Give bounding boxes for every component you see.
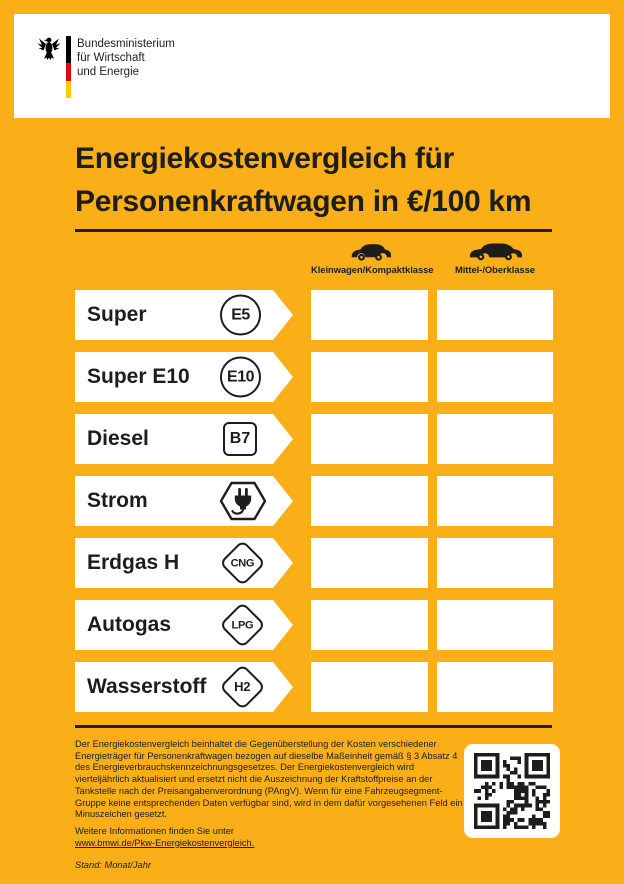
ministry-header: Bundesministerium für Wirtschaft und Ene…: [14, 14, 610, 118]
value-cell: [311, 414, 428, 464]
fuel-label-super: Super E5: [75, 290, 293, 340]
value-cell: [311, 352, 428, 402]
value-cell: [311, 476, 428, 526]
fuel-name: Autogas: [87, 613, 171, 636]
fuel-row-diesel: Diesel B7: [0, 414, 624, 464]
page-title: Energiekostenvergleich für Personenkraft…: [75, 137, 532, 223]
value-cell: [437, 538, 553, 588]
fuel-badge-lpg: LPG: [219, 602, 266, 649]
value-cell: [437, 662, 553, 712]
more-info-text: Weitere Informationen finden Sie unter: [75, 825, 235, 836]
value-cell: [311, 538, 428, 588]
fuel-table: Super E5 Super E10 E10 Diesel B7 St: [0, 290, 624, 724]
column-label-mittelklasse: Mittel-/Oberklasse: [454, 265, 536, 275]
column-header-kleinwagen: Kleinwagen/Kompaktklasse: [311, 238, 434, 275]
fuel-label-erdgas: Erdgas H CNG: [75, 538, 293, 588]
value-cell: [437, 600, 553, 650]
plug-icon: [219, 480, 267, 522]
value-cell: [311, 600, 428, 650]
badge-text: LPG: [231, 619, 254, 631]
footer-divider: [75, 725, 552, 728]
value-cell: [437, 290, 553, 340]
column-header-mittelklasse: Mittel-/Oberklasse: [437, 238, 553, 275]
fuel-name: Super E10: [87, 365, 190, 388]
fuel-name: Erdgas H: [87, 551, 180, 574]
fuel-row-wasserstoff: Wasserstoff H2: [0, 662, 624, 712]
ministry-line: für Wirtschaft: [77, 52, 145, 64]
page-title-line1: Energiekostenvergleich für: [75, 142, 454, 175]
value-cell: [311, 290, 428, 340]
fuel-badge-b7: B7: [223, 422, 257, 456]
footer: Der Energiekostenvergleich beinhaltet di…: [75, 739, 463, 872]
value-cell: [437, 352, 553, 402]
ministry-line: Bundesministerium: [77, 38, 175, 50]
fuel-name: Wasserstoff: [87, 675, 207, 698]
fuel-label-autogas: Autogas LPG: [75, 600, 293, 650]
fuel-label-strom: Strom: [75, 476, 293, 526]
value-cell: [437, 476, 553, 526]
legal-text: Der Energiekostenvergleich beinhaltet di…: [75, 739, 463, 820]
qr-code: [464, 744, 560, 838]
fuel-row-strom: Strom: [0, 476, 624, 526]
ministry-name: Bundesministerium für Wirtschaft und Ene…: [77, 37, 175, 79]
fuel-label-diesel: Diesel B7: [75, 414, 293, 464]
fuel-name: Diesel: [87, 427, 149, 450]
fuel-row-super-e10: Super E10 E10: [0, 352, 624, 402]
fuel-badge-cng: CNG: [219, 540, 266, 587]
ministry-line: und Energie: [77, 66, 140, 78]
compact-car-icon: [311, 238, 428, 262]
badge-text: CNG: [230, 556, 255, 569]
fuel-label-super-e10: Super E10 E10: [75, 352, 293, 402]
german-flag-stripe: [66, 36, 71, 98]
column-label-kleinwagen: Kleinwagen/Kompaktklasse: [311, 265, 434, 275]
info-url-link[interactable]: www.bmwi.de/Pkw-Energiekostenvergleich.: [75, 837, 255, 848]
fuel-name: Strom: [87, 489, 148, 512]
fuel-label-wasserstoff: Wasserstoff H2: [75, 662, 293, 712]
page-title-line2: Personenkraftwagen in €/100 km: [75, 185, 532, 218]
fuel-badge-e5: E5: [220, 295, 261, 336]
fuel-row-erdgas: Erdgas H CNG: [0, 538, 624, 588]
fuel-badge-h2: H2: [219, 664, 266, 711]
value-cell: [311, 662, 428, 712]
fuel-row-super: Super E5: [0, 290, 624, 340]
fuel-row-autogas: Autogas LPG: [0, 600, 624, 650]
fuel-badge-e10: E10: [220, 357, 261, 398]
value-cell: [437, 414, 553, 464]
date-stamp: Stand: Monat/Jahr: [75, 860, 151, 871]
sedan-car-icon: [437, 238, 553, 262]
title-divider: [75, 229, 552, 232]
fuel-name: Super: [87, 303, 147, 326]
federal-eagle-icon: [37, 37, 61, 60]
badge-text: H2: [234, 679, 251, 695]
